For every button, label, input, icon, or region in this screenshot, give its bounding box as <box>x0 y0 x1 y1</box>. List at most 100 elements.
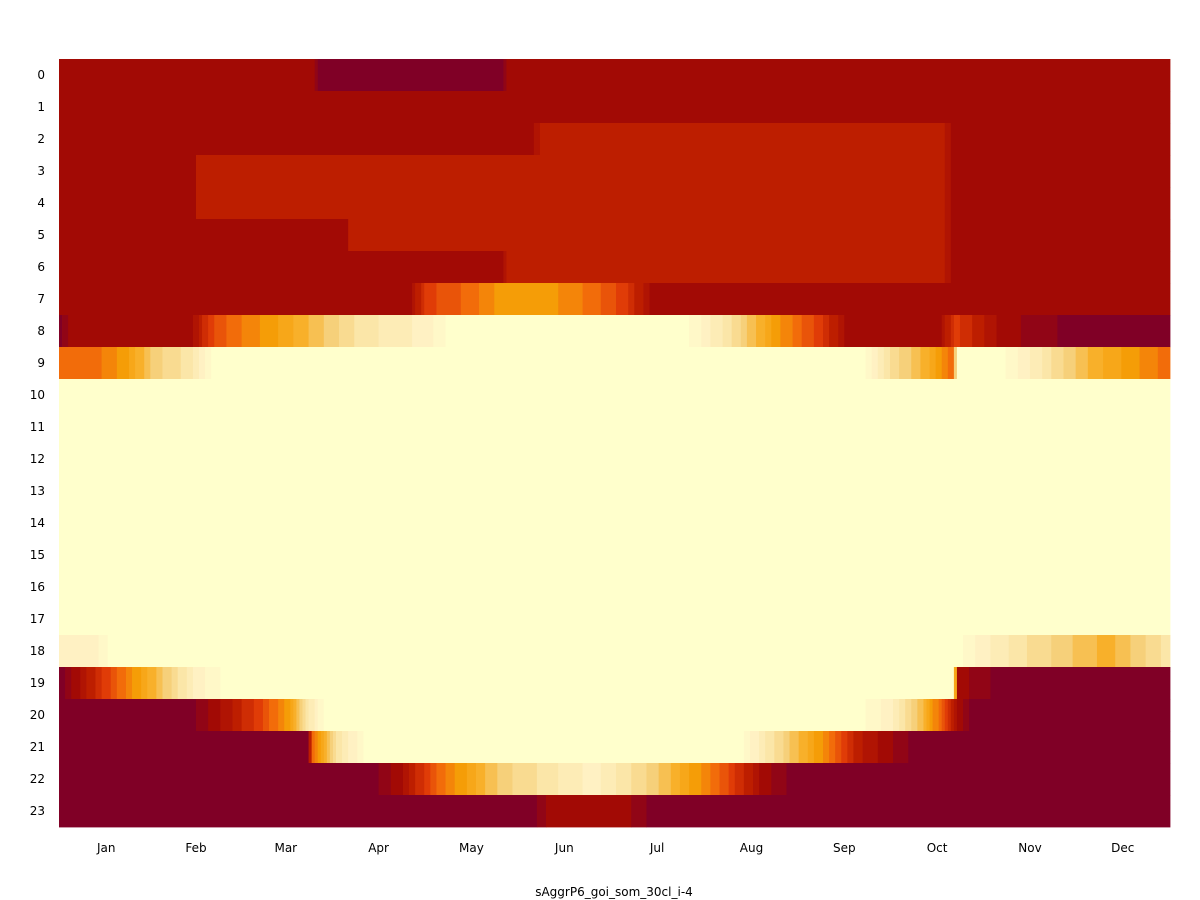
heatmap-cell-hour-8 <box>62 315 69 348</box>
heatmap-cell-hour-9 <box>1051 347 1064 380</box>
heatmap-cell-hour-22 <box>658 763 672 796</box>
heatmap-cell-hour-19 <box>141 667 148 700</box>
heatmap-cell-hour-18 <box>1008 635 1028 668</box>
heatmap-cell-hour-19 <box>186 667 194 700</box>
heatmap-cell-hour-22 <box>390 763 404 796</box>
heatmap-cell-hour-8 <box>959 315 973 348</box>
heatmap-cell-hour-2 <box>539 123 946 156</box>
heatmap-cell-hour-18 <box>1130 635 1147 668</box>
heatmap-cell-hour-0 <box>317 59 504 92</box>
heatmap-cell-hour-8 <box>792 315 803 348</box>
heatmap-cell-hour-20 <box>59 699 197 732</box>
y-tick-label: 15 <box>30 548 45 562</box>
heatmap-cell-hour-9 <box>1029 347 1043 380</box>
heatmap-cell-hour-4 <box>950 187 1171 220</box>
heatmap-cell-hour-18 <box>963 635 976 668</box>
heatmap-cell-hour-8 <box>259 315 279 348</box>
heatmap-cell-hour-8 <box>953 315 961 348</box>
heatmap-cell-hour-19 <box>71 667 81 700</box>
heatmap-cell-hour-19 <box>101 667 112 700</box>
heatmap-cell-hour-8 <box>433 315 446 348</box>
heatmap-cell-hour-21 <box>908 731 1171 764</box>
heatmap-cell-hour-22 <box>476 763 486 796</box>
heatmap-cell-hour-8 <box>445 315 690 348</box>
heatmap-cell-hour-23 <box>631 795 647 828</box>
heatmap-cell-hour-1 <box>59 91 1171 124</box>
heatmap-cell-hour-7 <box>421 283 425 316</box>
y-tick-label: 3 <box>37 164 45 178</box>
heatmap-cell-hour-19 <box>956 667 970 700</box>
heatmap-cell-hour-8 <box>756 315 766 348</box>
heatmap-cell-hour-9 <box>889 347 900 380</box>
heatmap-cell-hour-7 <box>634 283 644 316</box>
y-tick-label: 19 <box>30 676 45 690</box>
heatmap-cell-hour-5 <box>348 219 946 252</box>
heatmap-cell-hour-7 <box>600 283 617 316</box>
heatmap-cell-hour-20 <box>262 699 270 732</box>
heatmap-cell-hour-22 <box>558 763 583 796</box>
heatmap-cell-hour-8 <box>1020 315 1058 348</box>
heatmap-cell-hour-19 <box>969 667 991 700</box>
x-tick-label: Dec <box>1111 841 1134 855</box>
heatmap-cell-hour-22 <box>670 763 681 796</box>
heatmap-cell-hour-22 <box>710 763 720 796</box>
heatmap-cell-hour-21 <box>807 731 815 764</box>
heatmap-cell-hour-7 <box>558 283 583 316</box>
heatmap-cell-hour-8 <box>192 315 200 348</box>
heatmap-cell-hour-19 <box>192 667 206 700</box>
heatmap-cell-hour-20 <box>865 699 882 732</box>
heatmap-cell-hour-0 <box>503 59 507 92</box>
heatmap-cell-hour-8 <box>780 315 793 348</box>
heatmap-cell-hour-8 <box>722 315 733 348</box>
heatmap-cell-hour-6 <box>59 251 504 284</box>
heatmap-cell-hour-9 <box>920 347 930 380</box>
heatmap-cell-hour-22 <box>759 763 772 796</box>
y-tick-label: 12 <box>30 452 45 466</box>
heatmap-cell-hour-21 <box>759 731 766 764</box>
heatmap-cell-hour-3 <box>950 155 1171 188</box>
heatmap-cell-hour-8 <box>689 315 702 348</box>
y-tick-label: 8 <box>37 324 45 338</box>
heatmap-cell-hour-19 <box>59 667 66 700</box>
heatmap-cell-hour-22 <box>436 763 446 796</box>
heatmap-cell-hour-9 <box>953 347 958 380</box>
heatmap-cell-hour-10 <box>59 379 1171 412</box>
heatmap-cell-hour-22 <box>430 763 437 796</box>
heatmap-cell-hour-9 <box>1103 347 1122 380</box>
heatmap-cell-hour-21 <box>798 731 809 764</box>
heatmap-cell-hour-9 <box>947 347 955 380</box>
y-tick-label: 23 <box>30 804 45 818</box>
heatmap-cell-hour-20 <box>926 699 930 732</box>
heatmap-cell-hour-21 <box>765 731 775 764</box>
y-tick-label: 21 <box>30 740 45 754</box>
heatmap-cell-hour-9 <box>199 347 206 380</box>
heatmap-cell-hour-20 <box>241 699 255 732</box>
y-tick-label: 7 <box>37 292 45 306</box>
y-tick-label: 5 <box>37 228 45 242</box>
heatmap-cell-hour-8 <box>771 315 781 348</box>
heatmap-cell-hour-6 <box>503 251 507 284</box>
heatmap-cell-hour-8 <box>199 315 203 348</box>
heatmap-cell-hour-19 <box>110 667 118 700</box>
heatmap-cell-hour-20 <box>195 699 209 732</box>
heatmap-cell-hour-19 <box>86 667 96 700</box>
heatmap-cell-hour-19 <box>220 667 955 700</box>
heatmap-cell-hour-20 <box>917 699 924 732</box>
heatmap-cell-hour-8 <box>972 315 985 348</box>
y-tick-label: 10 <box>30 388 45 402</box>
y-tick-label: 20 <box>30 708 45 722</box>
heatmap-cell-hour-9 <box>192 347 200 380</box>
heatmap-cell-hour-20 <box>305 699 309 732</box>
heatmap-cell-hour-18 <box>1096 635 1116 668</box>
x-tick-label: Jun <box>554 841 574 855</box>
heatmap-cell-hour-22 <box>59 763 379 796</box>
heatmap-cell-hour-22 <box>646 763 660 796</box>
heatmap-cell-hour-21 <box>320 731 325 764</box>
heatmap-cell-hour-18 <box>59 635 99 668</box>
x-tick-label: Aug <box>740 841 763 855</box>
heatmap-cell-hour-7 <box>59 283 413 316</box>
heatmap-cell-hour-7 <box>616 283 629 316</box>
heatmap-cell-hour-23 <box>646 795 1171 828</box>
